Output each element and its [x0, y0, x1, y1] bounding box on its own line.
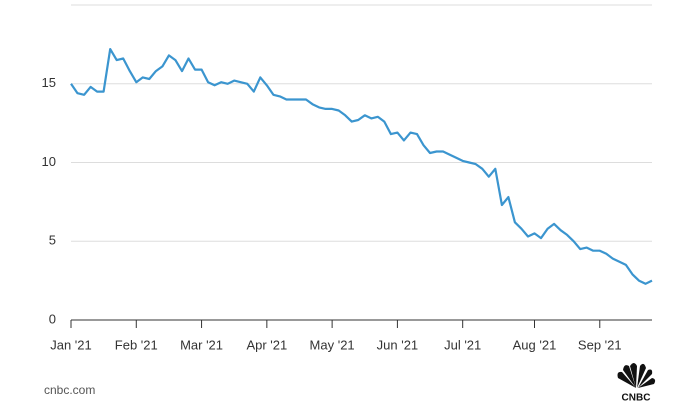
x-tick-label: Feb '21: [115, 337, 158, 352]
x-tick-label: Jan '21: [50, 337, 92, 352]
logo: CNBC: [617, 363, 656, 404]
x-tick-label: Jun '21: [377, 337, 419, 352]
y-tick-label: 0: [49, 311, 56, 326]
x-tick-label: May '21: [310, 337, 355, 352]
y-tick-label: 15: [42, 75, 56, 90]
y-tick-label: 5: [49, 233, 56, 248]
logo-text: CNBC: [622, 393, 651, 404]
x-tick-label: Apr '21: [246, 337, 287, 352]
source: cnbc.com: [44, 383, 95, 397]
line: [70, 48, 653, 285]
x-tick-label: Aug '21: [513, 337, 557, 352]
x-tick-label: Sep '21: [578, 337, 622, 352]
logo-feathers: [617, 363, 656, 388]
y-tick-label: 10: [42, 154, 56, 169]
x-tick-label: Jul '21: [444, 337, 481, 352]
x-tick-label: Mar '21: [180, 337, 223, 352]
